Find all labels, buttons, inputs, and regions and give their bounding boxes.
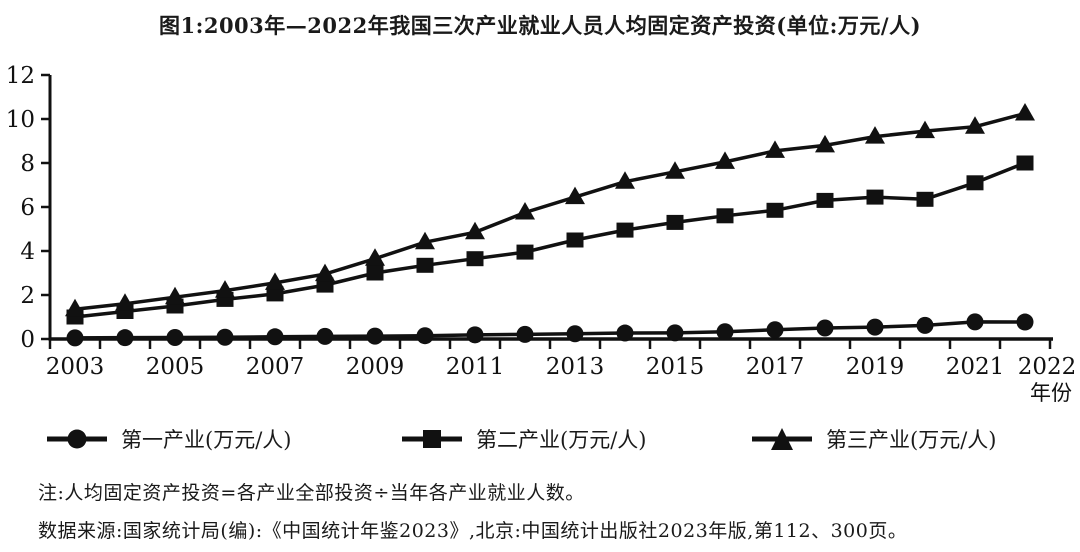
- square-data-marker: [866, 189, 884, 205]
- triangle-data-marker: [865, 126, 885, 144]
- y-tick-label: 8: [20, 151, 35, 177]
- square-marker-icon: [402, 430, 462, 448]
- circle-data-marker: [366, 327, 384, 345]
- square-data-marker: [416, 257, 434, 273]
- square-data-marker: [616, 222, 634, 238]
- square-data-marker: [466, 251, 484, 267]
- triangle-data-marker: [465, 221, 485, 240]
- legend-item-secondary-industry: 第二产业(万元/人): [400, 420, 646, 458]
- x-tick-label: 2017: [746, 354, 805, 380]
- x-tick-label: 2011: [446, 354, 505, 380]
- chart-title: 图1:2003年—2022年我国三次产业就业人员人均固定资产投资(单位:万元/人…: [158, 13, 922, 38]
- circle-data-marker: [266, 328, 284, 346]
- square-data-marker: [516, 244, 534, 260]
- circle-data-marker: [316, 327, 334, 345]
- circle-data-marker: [466, 326, 484, 344]
- legend-item-tertiary-industry: 第三产业(万元/人): [750, 420, 996, 458]
- circle-data-marker: [766, 321, 784, 339]
- triangle-data-marker: [215, 280, 235, 298]
- legend-label-secondary: 第二产业(万元/人): [476, 428, 647, 452]
- square-data-marker: [816, 192, 834, 208]
- triangle-data-marker: [915, 120, 935, 139]
- circle-data-marker: [716, 323, 734, 341]
- triangle-data-marker: [115, 293, 135, 311]
- figure-note: 注:人均固定资产投资=各产业全部投资÷当年各产业就业人数。: [38, 482, 585, 504]
- triangle-data-marker: [515, 202, 535, 220]
- circle-data-marker: [866, 318, 884, 336]
- y-tick-label: 6: [20, 195, 35, 221]
- line-chart: 0 2 4 6 8 10 12 2003 2005 2007 2009 2011 2013 2015 201…: [6, 63, 1077, 405]
- circle-data-marker: [916, 316, 934, 334]
- x-tick-label: 2005: [146, 354, 205, 380]
- square-data-marker: [916, 191, 934, 207]
- triangle-data-marker: [265, 272, 285, 290]
- triangle-data-marker: [815, 134, 835, 153]
- circle-data-marker: [166, 328, 184, 346]
- x-tick-label: 2009: [346, 354, 405, 380]
- circle-data-marker: [616, 324, 634, 342]
- circle-data-marker: [1016, 313, 1034, 331]
- circle-data-marker: [116, 329, 134, 347]
- y-tick-label: 10: [6, 107, 35, 133]
- square-data-marker: [1016, 155, 1034, 171]
- legend-label-primary: 第一产业(万元/人): [121, 428, 292, 452]
- triangle-data-marker: [315, 263, 335, 282]
- circle-data-marker: [416, 327, 434, 345]
- x-tick-label: 2003: [46, 354, 105, 380]
- square-data-marker: [666, 214, 684, 230]
- x-tick-label: 2022: [1018, 354, 1077, 380]
- square-data-marker: [716, 208, 734, 224]
- triangle-data-marker: [665, 161, 685, 179]
- circle-data-marker: [816, 319, 834, 337]
- x-axis-title: 年份: [1030, 381, 1072, 405]
- figure-source: 数据来源:国家统计局(编):《中国统计年鉴2023》,北京:中国统计出版社202…: [38, 520, 908, 542]
- triangle-data-marker: [715, 151, 735, 169]
- circle-data-marker: [216, 328, 234, 346]
- legend-label-tertiary: 第三产业(万元/人): [826, 428, 997, 452]
- square-data-marker: [316, 277, 334, 293]
- triangle-data-marker: [365, 248, 385, 266]
- triangle-data-marker: [615, 171, 635, 189]
- square-data-marker: [566, 232, 584, 248]
- chart-legend: 第一产业(万元/人) 第二产业(万元/人) 第三产业(万元/人): [0, 420, 1080, 458]
- circle-marker-icon: [47, 429, 107, 449]
- square-data-marker: [266, 286, 284, 302]
- x-tick-label: 2021: [946, 354, 1005, 380]
- triangle-data-marker: [765, 140, 785, 158]
- triangle-data-marker: [415, 231, 435, 250]
- circle-data-marker: [516, 325, 534, 343]
- circle-data-marker: [566, 325, 584, 343]
- triangle-data-marker: [165, 286, 185, 305]
- square-data-marker: [366, 265, 384, 281]
- y-tick-label: 4: [20, 239, 35, 265]
- y-tick-label: 12: [6, 63, 35, 89]
- series-line-2: [74, 111, 1026, 312]
- y-tick-label: 0: [20, 327, 35, 353]
- legend-item-primary-industry: 第一产业(万元/人): [45, 420, 291, 458]
- circle-data-marker: [66, 329, 84, 347]
- x-tick-label: 2019: [846, 354, 905, 380]
- square-data-marker: [966, 175, 984, 191]
- triangle-data-marker: [65, 298, 85, 317]
- circle-data-marker: [966, 313, 984, 331]
- triangle-data-marker: [565, 186, 585, 205]
- triangle-data-marker: [1015, 103, 1035, 121]
- triangle-marker-icon: [752, 428, 812, 450]
- circle-data-marker: [666, 324, 684, 342]
- triangle-data-marker: [965, 116, 985, 134]
- square-data-marker: [766, 202, 784, 218]
- y-tick-label: 2: [20, 283, 35, 309]
- x-tick-label: 2013: [546, 354, 605, 380]
- x-tick-label: 2007: [246, 354, 305, 380]
- x-tick-label: 2015: [646, 354, 705, 380]
